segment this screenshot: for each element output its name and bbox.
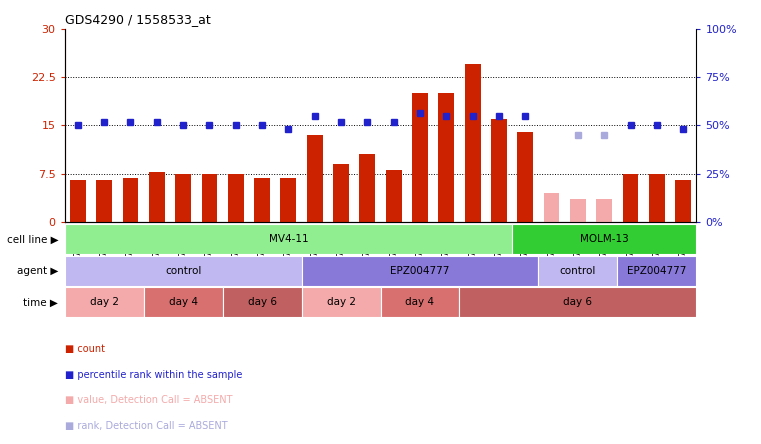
Bar <box>333 164 349 222</box>
Text: day 6: day 6 <box>563 297 592 307</box>
Text: day 6: day 6 <box>247 297 276 307</box>
Text: control: control <box>165 266 202 276</box>
Bar <box>380 287 460 317</box>
Text: day 4: day 4 <box>169 297 198 307</box>
Bar <box>281 178 296 222</box>
Text: ■ rank, Detection Call = ABSENT: ■ rank, Detection Call = ABSENT <box>65 421 228 431</box>
Bar <box>144 287 223 317</box>
Text: MV4-11: MV4-11 <box>269 234 308 244</box>
Text: ■ value, Detection Call = ABSENT: ■ value, Detection Call = ABSENT <box>65 396 232 405</box>
Text: GDS4290 / 1558533_at: GDS4290 / 1558533_at <box>65 13 211 26</box>
Bar <box>675 180 691 222</box>
Bar <box>465 64 480 222</box>
Text: control: control <box>559 266 596 276</box>
Bar <box>359 155 375 222</box>
Bar <box>438 93 454 222</box>
Text: day 2: day 2 <box>326 297 355 307</box>
Bar <box>254 178 270 222</box>
Text: day 2: day 2 <box>90 297 119 307</box>
Bar <box>70 180 86 222</box>
Bar <box>96 180 112 222</box>
Bar <box>65 287 144 317</box>
Bar <box>65 256 301 286</box>
Bar <box>65 224 512 254</box>
Bar <box>649 174 665 222</box>
Bar <box>307 135 323 222</box>
Bar <box>543 193 559 222</box>
Bar <box>512 224 696 254</box>
Bar <box>412 93 428 222</box>
Text: day 4: day 4 <box>406 297 435 307</box>
Bar <box>123 178 139 222</box>
Text: cell line ▶: cell line ▶ <box>7 234 59 244</box>
Bar <box>597 199 612 222</box>
Bar <box>539 256 617 286</box>
Bar <box>517 132 533 222</box>
Text: EPZ004777: EPZ004777 <box>390 266 450 276</box>
Bar <box>386 170 402 222</box>
Text: time ▶: time ▶ <box>24 297 59 307</box>
Text: MOLM-13: MOLM-13 <box>580 234 629 244</box>
Bar <box>460 287 696 317</box>
Bar <box>301 256 539 286</box>
Bar <box>570 199 586 222</box>
Bar <box>228 174 244 222</box>
Text: EPZ004777: EPZ004777 <box>627 266 686 276</box>
Bar <box>223 287 301 317</box>
Bar <box>617 256 696 286</box>
Bar <box>301 287 380 317</box>
Text: ■ count: ■ count <box>65 344 105 354</box>
Bar <box>622 174 638 222</box>
Bar <box>202 174 218 222</box>
Bar <box>175 174 191 222</box>
Bar <box>491 119 507 222</box>
Text: ■ percentile rank within the sample: ■ percentile rank within the sample <box>65 370 242 380</box>
Text: agent ▶: agent ▶ <box>17 266 59 276</box>
Bar <box>149 172 164 222</box>
